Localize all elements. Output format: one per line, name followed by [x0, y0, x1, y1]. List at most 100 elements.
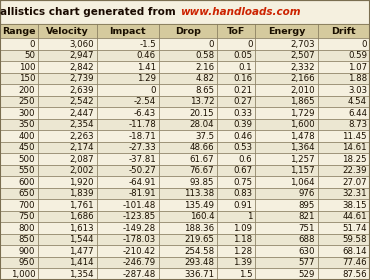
Text: 1.41: 1.41 — [137, 63, 156, 72]
Bar — [97, 38, 159, 50]
Bar — [38, 24, 97, 38]
Text: -123.85: -123.85 — [122, 212, 156, 221]
Bar — [0, 246, 38, 257]
Text: 1.07: 1.07 — [348, 63, 367, 72]
Bar — [159, 108, 217, 119]
Text: Ballistics chart generated from: Ballistics chart generated from — [0, 7, 179, 17]
Bar — [318, 257, 370, 269]
Text: 1.88: 1.88 — [348, 74, 367, 83]
Text: 700: 700 — [19, 201, 35, 210]
Text: 950: 950 — [19, 258, 35, 267]
Bar — [217, 223, 255, 234]
Text: 1,839: 1,839 — [69, 189, 94, 198]
Text: 1,920: 1,920 — [69, 178, 94, 187]
Text: 1.29: 1.29 — [137, 74, 156, 83]
Text: 1,761: 1,761 — [69, 201, 94, 210]
Text: 0.53: 0.53 — [233, 143, 252, 152]
Text: 4.82: 4.82 — [195, 74, 214, 83]
Bar — [0, 96, 38, 108]
Bar — [217, 269, 255, 280]
Bar — [0, 165, 38, 176]
Bar — [255, 176, 318, 188]
Bar — [97, 73, 159, 84]
Text: 0: 0 — [150, 86, 156, 95]
Bar — [97, 199, 159, 211]
Bar — [159, 38, 217, 50]
Bar — [159, 142, 217, 153]
Bar — [159, 50, 217, 61]
Bar — [38, 84, 97, 96]
Text: 529: 529 — [298, 270, 315, 279]
Text: 27.07: 27.07 — [342, 178, 367, 187]
Bar — [217, 84, 255, 96]
Text: 0: 0 — [361, 39, 367, 49]
Bar — [217, 142, 255, 153]
Bar — [159, 119, 217, 130]
Bar — [255, 188, 318, 199]
Text: 254.58: 254.58 — [184, 247, 214, 256]
Text: 0.39: 0.39 — [233, 120, 252, 129]
Bar — [0, 153, 38, 165]
Text: -18.71: -18.71 — [128, 132, 156, 141]
Text: 20.15: 20.15 — [189, 109, 214, 118]
Bar — [97, 108, 159, 119]
Bar — [97, 223, 159, 234]
Text: 6.44: 6.44 — [348, 109, 367, 118]
Bar — [255, 257, 318, 269]
Text: 2,507: 2,507 — [290, 51, 315, 60]
Bar — [97, 153, 159, 165]
Text: 68.14: 68.14 — [342, 247, 367, 256]
Text: 800: 800 — [19, 224, 35, 233]
Bar — [97, 130, 159, 142]
Text: 350: 350 — [19, 120, 35, 129]
Text: 400: 400 — [19, 132, 35, 141]
Bar — [0, 108, 38, 119]
Bar — [217, 176, 255, 188]
Text: 1,414: 1,414 — [69, 258, 94, 267]
Bar — [97, 50, 159, 61]
Bar — [97, 24, 159, 38]
Text: -64.91: -64.91 — [128, 178, 156, 187]
Bar — [159, 223, 217, 234]
Bar — [0, 188, 38, 199]
Bar — [255, 38, 318, 50]
Text: 160.4: 160.4 — [189, 212, 214, 221]
Bar — [318, 269, 370, 280]
Text: 1,729: 1,729 — [290, 109, 315, 118]
Bar — [97, 142, 159, 153]
Bar — [217, 96, 255, 108]
Bar — [255, 108, 318, 119]
Text: -101.48: -101.48 — [122, 201, 156, 210]
Bar — [159, 211, 217, 223]
Bar — [38, 165, 97, 176]
Text: Energy: Energy — [268, 27, 305, 36]
Bar — [255, 165, 318, 176]
Bar — [97, 96, 159, 108]
Text: 2,947: 2,947 — [69, 51, 94, 60]
Bar — [38, 119, 97, 130]
Text: 22.39: 22.39 — [343, 166, 367, 175]
Text: 300: 300 — [19, 109, 35, 118]
Text: -11.78: -11.78 — [128, 120, 156, 129]
Text: 2,010: 2,010 — [290, 86, 315, 95]
Text: 1,600: 1,600 — [290, 120, 315, 129]
Text: 59.58: 59.58 — [343, 235, 367, 244]
Bar — [38, 269, 97, 280]
Bar — [217, 108, 255, 119]
Text: 1.18: 1.18 — [233, 235, 252, 244]
Text: 13.72: 13.72 — [189, 97, 214, 106]
Bar — [0, 24, 38, 38]
Bar — [318, 211, 370, 223]
Bar — [0, 73, 38, 84]
Bar — [255, 199, 318, 211]
Text: 4.54: 4.54 — [348, 97, 367, 106]
Bar — [0, 119, 38, 130]
Text: 2,174: 2,174 — [69, 143, 94, 152]
Text: 1.28: 1.28 — [233, 247, 252, 256]
Bar — [159, 234, 217, 246]
Bar — [255, 269, 318, 280]
Text: 2,354: 2,354 — [69, 120, 94, 129]
Text: 0: 0 — [247, 39, 252, 49]
Text: 2,332: 2,332 — [290, 63, 315, 72]
Bar — [255, 50, 318, 61]
